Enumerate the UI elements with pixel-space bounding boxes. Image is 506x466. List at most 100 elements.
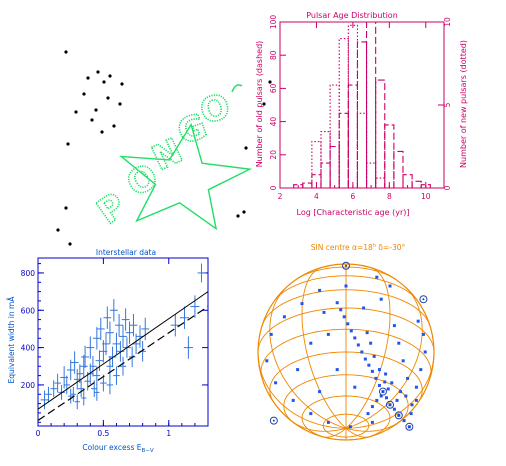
pulsar-new-bar [356, 112, 368, 188]
globe-circled-center [397, 414, 400, 417]
pulsar-y2-tick-label: 5 [443, 102, 452, 107]
globe-title-h: h [373, 243, 376, 249]
pulsar-x-tick-label: 8 [387, 192, 392, 201]
globe-point [406, 376, 410, 380]
pulsar-new-bar [375, 177, 386, 188]
speck [244, 146, 248, 150]
globe-circled-center [422, 298, 425, 301]
globe-point [342, 315, 346, 319]
globe-point [360, 350, 364, 354]
globe-point [370, 420, 374, 424]
pulsar-new-bar [311, 140, 322, 188]
pulsar-old-bar [411, 180, 422, 188]
globe-point [366, 412, 370, 416]
globe-title-a: SIN centre α=18 [311, 243, 373, 252]
globe-point [409, 412, 413, 416]
speck [94, 108, 98, 112]
globe-point [401, 359, 405, 363]
globe-point [392, 324, 396, 328]
globe-point [375, 275, 379, 279]
globe-point [356, 343, 360, 347]
pulsar-old-bar [338, 112, 349, 188]
pulsar-new-bar [338, 38, 349, 188]
interstellar-y-tick-label: 600 [21, 306, 36, 315]
globe-meridian [345, 427, 371, 438]
globe-point [410, 403, 414, 407]
pulsar-y-tick-label: 20 [269, 150, 278, 160]
interstellar-ylabel: Equivalent width in mÅ [7, 296, 16, 384]
globe-point [335, 368, 339, 372]
pulsar-old-bar [366, 21, 377, 188]
globe-point [282, 315, 286, 319]
globe-meridian [269, 286, 347, 429]
speck [56, 228, 60, 232]
interstellar-fit-solid [37, 291, 209, 410]
pulsar-chart: Pulsar Age Distribution Log [Characteris… [255, 11, 468, 217]
globe-point [349, 329, 353, 333]
pulsar-old-bar [393, 150, 404, 188]
speck [82, 92, 86, 96]
globe-point [339, 308, 343, 312]
pulsar-old-bar [420, 184, 431, 188]
globe-circled-point [394, 411, 403, 420]
pulsar-x-tick-label: 10 [421, 192, 431, 201]
pulsar-old-bar [347, 84, 358, 188]
globe-point [265, 359, 269, 363]
interstellar-x-tick-label: 0 [36, 429, 41, 438]
globe-point [274, 381, 278, 385]
speck [118, 102, 122, 106]
speck [74, 110, 78, 114]
globe-point [404, 394, 408, 398]
pulsar-old-bar [302, 182, 313, 188]
pulsar-x-tick-label: 6 [350, 192, 355, 201]
globe-point [390, 381, 394, 385]
speck [90, 118, 94, 122]
globe-point [269, 332, 273, 336]
globe-point [419, 368, 423, 372]
globe-circled-point [386, 400, 394, 409]
globe-circled-point [269, 416, 278, 425]
globe-point [397, 341, 401, 345]
speck [86, 76, 90, 80]
interstellar-x-tick-label: 0.5 [97, 429, 109, 438]
speck [66, 142, 70, 146]
globe-circled-point [342, 261, 350, 270]
globe-point [365, 331, 369, 335]
globe-title: SIN centre α=18h δ=-30° [311, 243, 406, 252]
interstellar-xlabel-main: Colour excess E [82, 443, 141, 452]
speck [106, 96, 110, 100]
interstellar-chart: Interstellar data Colour excess EB−V Equ… [7, 248, 209, 454]
interstellar-xlabel: Colour excess EB−V [82, 443, 154, 454]
globe-circled-center [389, 403, 391, 406]
speck [64, 206, 68, 210]
pulsar-old-bar [375, 79, 386, 188]
pulsar-new-bar [329, 84, 340, 188]
globe-meridian [345, 351, 435, 429]
interstellar-x-tick-label: 1 [166, 429, 171, 438]
pulsar-old-bar [384, 124, 395, 188]
globe-point [367, 363, 371, 367]
pulsar-plot-frame [279, 21, 445, 189]
pulsar-new-bar [320, 131, 331, 188]
globe-point [375, 398, 379, 402]
globe-point [399, 390, 403, 394]
interstellar-y-tick-label: 400 [21, 344, 36, 353]
globe-point [326, 420, 330, 424]
pulsar-y-tick-label: 0 [269, 185, 278, 190]
globe-point [335, 301, 339, 305]
pulsar-x-tick-label: 4 [314, 192, 319, 201]
globe-point [379, 297, 383, 301]
pulsar-y-tick-label: 60 [269, 83, 278, 93]
globe-point [377, 383, 381, 387]
globe-point [421, 332, 425, 336]
globe-point [362, 306, 366, 310]
interstellar-title: Interstellar data [96, 248, 156, 257]
globe-point [414, 398, 418, 402]
globe-meridian [345, 267, 391, 429]
globe-point [318, 288, 322, 292]
pulsar-title: Pulsar Age Distribution [306, 11, 398, 20]
globe-point [384, 396, 388, 400]
globe-circled-center [408, 425, 411, 428]
